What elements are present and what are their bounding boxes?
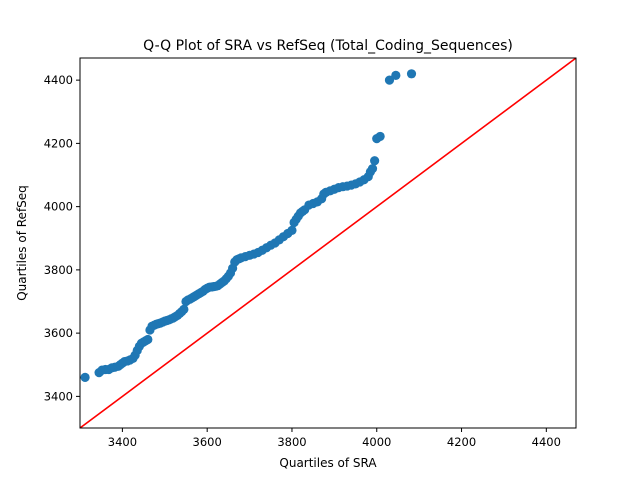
data-point: [406, 69, 417, 79]
x-tick-label: 4200: [447, 435, 476, 449]
data-point: [391, 70, 401, 80]
y-tick-label: 3400: [44, 389, 73, 403]
data-point: [367, 164, 378, 174]
x-tick-label: 3800: [277, 435, 306, 449]
chart-title: Q-Q Plot of SRA vs RefSeq (Total_Coding_…: [143, 38, 513, 54]
x-tick-label: 4400: [532, 435, 561, 449]
y-axis-ticks: 3400 3600 3800 4000 4200 4400: [44, 73, 80, 403]
data-point: [384, 75, 395, 85]
data-point: [370, 156, 380, 166]
data-point: [179, 304, 189, 315]
y-tick-label: 3600: [44, 326, 73, 340]
y-axis-label: Quartiles of RefSeq: [15, 185, 29, 301]
x-axis-ticks: 3400 3600 3800 4000 4200 4400: [108, 428, 561, 449]
y-tick-label: 4400: [44, 73, 73, 87]
data-point: [375, 131, 385, 142]
data-point: [287, 225, 297, 235]
x-axis-label: Quartiles of SRA: [279, 456, 377, 470]
y-tick-label: 3800: [44, 263, 73, 277]
plot-frame: [79, 57, 577, 429]
data-point: [80, 372, 90, 382]
y-tick-label: 4000: [44, 200, 73, 214]
plot-content: [80, 58, 576, 428]
y-tick-label: 4200: [44, 136, 73, 150]
x-tick-label: 3400: [108, 435, 137, 449]
x-tick-label: 3600: [193, 435, 222, 449]
data-point: [143, 334, 153, 345]
x-tick-label: 4000: [362, 435, 391, 449]
reference-line: [80, 58, 576, 428]
